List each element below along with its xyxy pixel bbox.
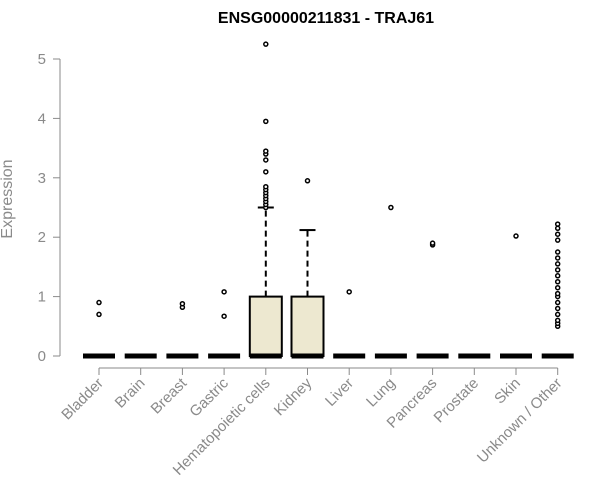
outlier-point [263, 41, 269, 47]
box-unknown-other [541, 221, 574, 359]
y-tick-label: 2 [38, 229, 46, 246]
box-lung [374, 204, 407, 359]
x-tick-label-lung: Lung [363, 375, 399, 411]
box-kidney [290, 178, 325, 359]
outlier-point [346, 289, 352, 295]
box-skin [500, 233, 532, 359]
outlier-point [263, 157, 269, 163]
x-tick-label-brain: Brain [112, 375, 149, 412]
outlier-point [554, 225, 561, 232]
outlier-point [263, 183, 269, 190]
outlier-point [554, 317, 561, 324]
outlier-point [554, 231, 561, 237]
x-tick-label-liver: Liver [322, 375, 357, 410]
y-axis-label: Expression [0, 159, 16, 238]
outlier-point [554, 261, 561, 267]
box-body [248, 295, 283, 358]
y-tick-label: 3 [38, 170, 46, 187]
x-tick-label-breast: Breast [148, 374, 191, 417]
box-gastric [208, 289, 241, 359]
outlier-point [554, 311, 561, 318]
outlier-point [554, 267, 561, 273]
y-tick-label: 5 [38, 51, 46, 68]
outlier-point [554, 255, 561, 261]
outlier-point [554, 221, 561, 227]
outlier-point [554, 305, 561, 312]
outlier-point [96, 299, 102, 306]
x-tick-label-skin: Skin [491, 375, 524, 408]
box-breast [166, 300, 199, 359]
outlier-point [263, 169, 269, 175]
outlier-point [554, 237, 561, 243]
outlier-point [513, 233, 519, 239]
outlier-point [263, 148, 269, 154]
outlier-point [429, 240, 436, 246]
outlier-point [96, 311, 102, 318]
x-tick-label-bladder: Bladder [58, 375, 107, 424]
chart-title: ENSG00000211831 - TRAJ61 [218, 10, 434, 27]
outlier-point [554, 249, 561, 255]
y-tick-label: 1 [38, 289, 46, 306]
x-tick-label-kidney: Kidney [271, 374, 316, 419]
box-hematopoietic-cells [248, 41, 283, 359]
outlier-point [554, 290, 561, 297]
box-pancreas [416, 240, 449, 359]
box-liver [333, 289, 366, 359]
y-tick-label: 0 [38, 348, 46, 365]
outlier-point [221, 289, 227, 295]
outlier-point [554, 284, 561, 291]
outlier-point [304, 178, 311, 184]
outlier-point [388, 204, 394, 211]
box-bladder [83, 299, 115, 359]
box-body [290, 295, 325, 358]
outlier-point [179, 300, 186, 307]
outlier-point [263, 118, 269, 125]
x-tick-label-prostate: Prostate [431, 375, 483, 427]
outlier-point [221, 313, 227, 319]
plot-area [83, 41, 574, 359]
outlier-point [554, 273, 561, 279]
y-tick-label: 4 [38, 110, 46, 127]
y-axis: 0 1 2 3 4 5 [38, 51, 61, 365]
outlier-point [554, 279, 561, 285]
outlier-point [554, 299, 561, 306]
